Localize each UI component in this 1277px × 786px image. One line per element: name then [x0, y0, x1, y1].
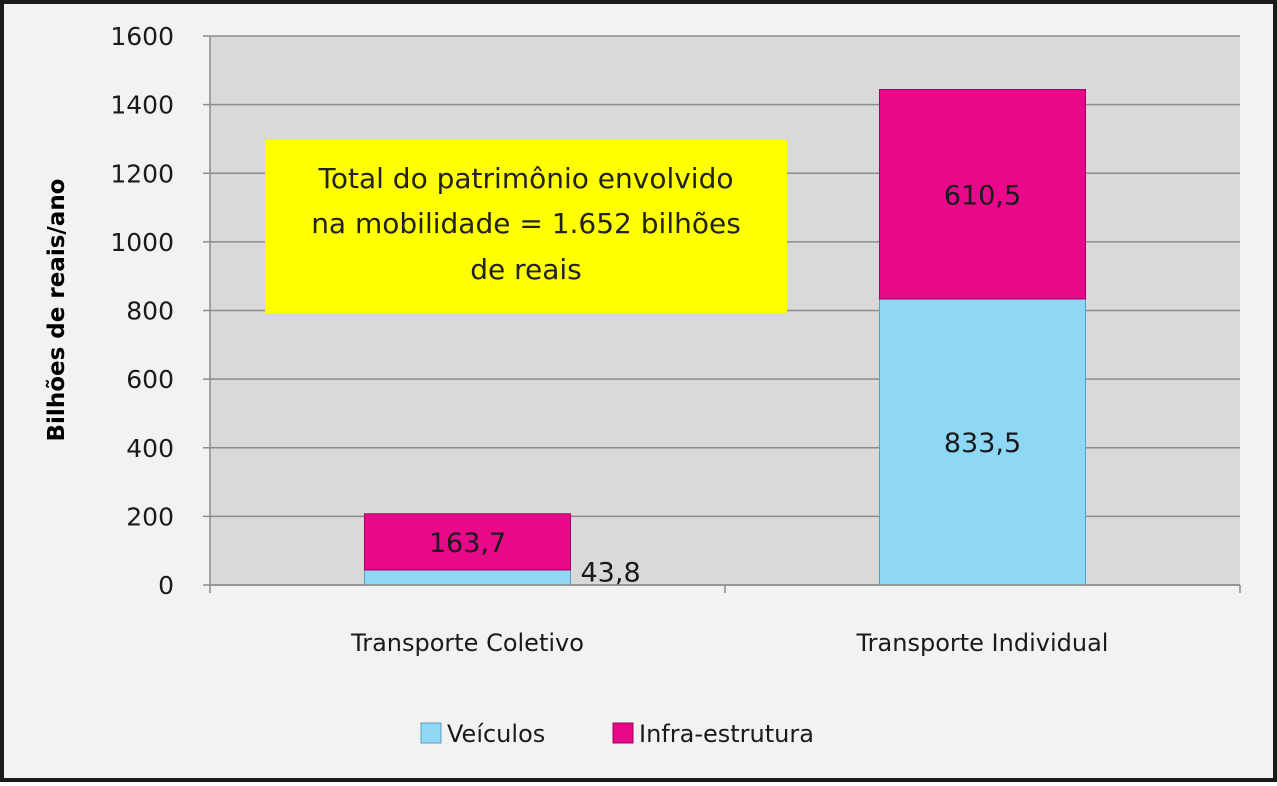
- bars: [364, 89, 1086, 586]
- bar-segment: [879, 298, 1086, 586]
- legend-label-veiculos: Veículos: [447, 720, 545, 748]
- y-tick-label: 1200: [110, 159, 174, 188]
- bar-segment: [364, 513, 571, 571]
- stacked-bar-chart: 0 200 400 600 800 1000 1200 1400 1600 43,8 163,7 8…: [44, 22, 1241, 748]
- annotation-line-3: de reais: [470, 253, 582, 286]
- y-tick-label: 1000: [110, 228, 174, 257]
- data-label: 163,7: [429, 528, 506, 559]
- y-tick-label: 1600: [110, 22, 174, 51]
- x-axis: Transporte Coletivo Transporte Individual: [209, 584, 1241, 657]
- y-tick-label: 200: [126, 502, 174, 531]
- bar-segment: [364, 569, 571, 586]
- data-label: 610,5: [944, 180, 1021, 211]
- x-tick-label: Transporte Coletivo: [350, 629, 584, 657]
- data-label: 43,8: [581, 557, 641, 588]
- y-tick-label: 600: [126, 365, 174, 394]
- x-tick-label: Transporte Individual: [856, 629, 1109, 657]
- y-tick-label: 400: [126, 434, 174, 463]
- annotation-box: Total do patrimônio envolvido na mobilid…: [265, 140, 787, 313]
- legend-swatch-veiculos: [420, 722, 442, 744]
- legend-swatch-infra-estrutura: [612, 722, 634, 744]
- legend: Veículos Infra-estrutura: [420, 720, 814, 748]
- annotation-line-2: na mobilidade = 1.652 bilhões: [311, 207, 741, 240]
- y-tick-label: 1400: [110, 91, 174, 120]
- data-label: 833,5: [944, 428, 1021, 459]
- y-tick-labels: 0 200 400 600 800 1000 1200 1400 1600: [110, 22, 174, 600]
- legend-label-infra-estrutura: Infra-estrutura: [639, 720, 814, 748]
- y-tick-label: 800: [126, 297, 174, 326]
- bar-segment: [879, 89, 1086, 300]
- data-labels: 43,8 163,7 833,5 610,5: [429, 180, 1021, 588]
- y-axis-label: Bilhões de reais/ano: [44, 179, 70, 442]
- y-tick-label: 0: [158, 571, 174, 600]
- annotation-line-1: Total do patrimônio envolvido: [318, 162, 734, 195]
